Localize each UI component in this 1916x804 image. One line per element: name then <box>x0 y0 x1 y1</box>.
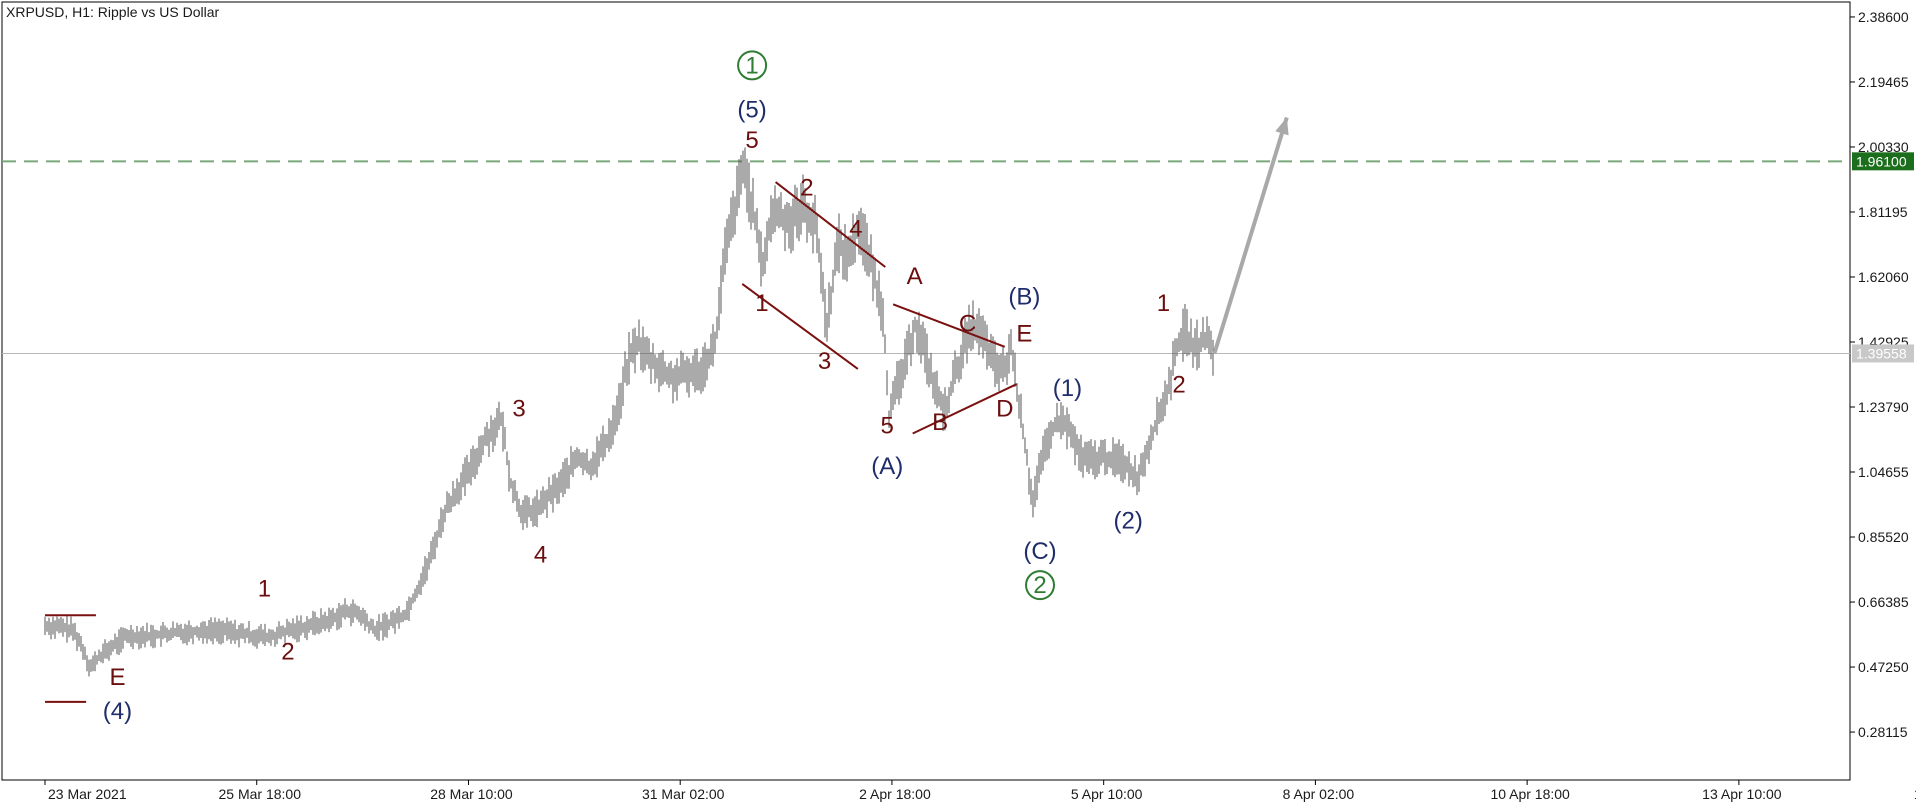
wave-label: 5 <box>881 412 894 439</box>
trendline <box>774 181 886 268</box>
x-tick-label: 8 Apr 02:00 <box>1283 786 1355 802</box>
wave-label: 1 <box>755 290 768 317</box>
wave-label-circle <box>737 50 768 81</box>
chart-title: XRPUSD, H1: Ripple vs US Dollar <box>6 4 220 20</box>
x-tick-label: 25 Mar 18:00 <box>218 786 301 802</box>
wave-label: 1 <box>745 52 758 79</box>
wave-label: B <box>932 409 948 436</box>
y-tick-label: 2.00330 <box>1858 139 1909 155</box>
wave-label: (5) <box>737 97 766 124</box>
wave-label: (1) <box>1053 375 1082 402</box>
wave-label: 4 <box>849 215 862 242</box>
wave-label-circle <box>1025 570 1056 601</box>
current-price-label: 1.39558 <box>1856 345 1907 361</box>
wave-label: A <box>907 263 923 290</box>
wave-label: (4) <box>103 698 132 725</box>
y-tick-label: 1.23790 <box>1858 399 1909 415</box>
wave-label: 3 <box>818 348 831 375</box>
y-tick-label: 2.19465 <box>1858 74 1909 90</box>
x-tick-label: 31 Mar 02:00 <box>642 786 725 802</box>
y-tick-label: 2.38600 <box>1858 9 1909 25</box>
y-tick-label: 1.81195 <box>1858 204 1908 220</box>
x-tick-label: 13 Apr 10:00 <box>1702 786 1782 802</box>
trendline <box>912 383 1017 435</box>
wave-label: C <box>959 311 976 338</box>
wave-label: 2 <box>1033 572 1046 599</box>
wave-label: 2 <box>1172 372 1185 399</box>
wave-label: (2) <box>1113 508 1142 535</box>
wave-label: 2 <box>281 638 294 665</box>
y-tick-label: 0.66385 <box>1858 594 1909 610</box>
y-tick-label: 0.28115 <box>1858 724 1908 740</box>
x-tick-label: 23 Mar 2021 <box>48 786 127 802</box>
projection-arrow-head <box>1275 117 1289 136</box>
wave-label: 5 <box>745 127 758 154</box>
x-tick-label: 10 Apr 18:00 <box>1490 786 1570 802</box>
wave-label: (C) <box>1023 538 1056 565</box>
y-tick-label: 0.85520 <box>1858 529 1909 545</box>
wave-label: 1 <box>1157 290 1170 317</box>
plot-frame <box>1 1 1851 781</box>
wave-label: 1 <box>258 576 271 603</box>
y-tick-label: 1.04655 <box>1858 464 1909 480</box>
trendline <box>892 303 1006 348</box>
trendline <box>741 283 859 370</box>
x-tick-label: 2 Apr 18:00 <box>859 786 931 802</box>
wave-label: 3 <box>512 395 525 422</box>
wave-label: (B) <box>1008 283 1040 310</box>
projection-arrow-shaft <box>1212 116 1289 355</box>
resistance-price-label: 1.96100 <box>1856 153 1907 169</box>
wave-label: 4 <box>534 542 547 569</box>
y-tick-label: 0.47250 <box>1858 659 1909 675</box>
x-tick-label: 28 Mar 10:00 <box>430 786 513 802</box>
wave-label: (A) <box>871 453 903 480</box>
wave-label: E <box>1016 321 1032 348</box>
x-tick-label: 16 Apr 02:00 <box>1914 786 1916 802</box>
resistance-price-tag <box>1852 152 1914 171</box>
current-price-tag <box>1852 344 1914 363</box>
wave-label: E <box>109 664 125 691</box>
y-tick-label: 1.62060 <box>1858 269 1909 285</box>
wave-label: D <box>996 395 1013 422</box>
x-tick-label: 5 Apr 10:00 <box>1071 786 1143 802</box>
wave-label: 2 <box>800 175 813 202</box>
